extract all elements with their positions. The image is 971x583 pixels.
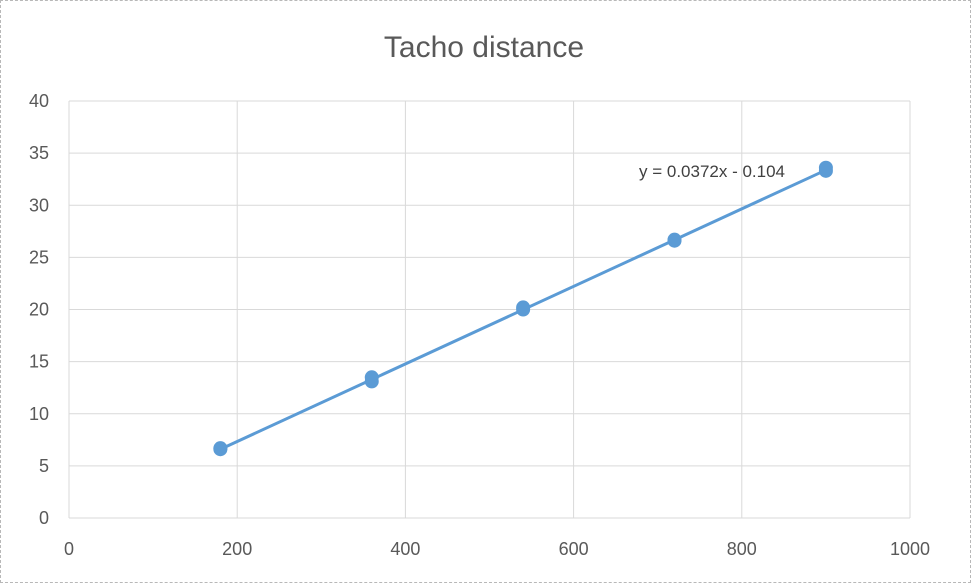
x-axis-ticks: 0 200 400 600 800 1000 [64, 539, 930, 559]
trendline-equation: y = 0.0372x - 0.104 [639, 162, 785, 181]
y-tick-label: 0 [39, 508, 49, 528]
x-tick-label: 400 [390, 539, 420, 559]
chart-title: Tacho distance [384, 31, 584, 64]
x-tick-label: 1000 [890, 539, 930, 559]
y-tick-label: 5 [39, 456, 49, 476]
data-point [516, 300, 531, 315]
x-tick-label: 0 [64, 539, 74, 559]
x-tick-label: 800 [727, 539, 757, 559]
y-tick-label: 40 [29, 91, 49, 111]
x-tick-label: 200 [222, 539, 252, 559]
data-points [213, 160, 833, 457]
y-axis-ticks: 0 5 10 15 20 25 30 35 40 [29, 91, 49, 528]
data-point [364, 370, 379, 385]
y-tick-label: 10 [29, 404, 49, 424]
y-tick-label: 30 [29, 195, 49, 215]
y-tick-label: 15 [29, 352, 49, 372]
data-point [213, 441, 228, 456]
data-point [667, 232, 682, 247]
y-tick-label: 25 [29, 247, 49, 267]
data-point [818, 160, 833, 175]
x-tick-label: 600 [559, 539, 589, 559]
grid-lines [68, 100, 911, 519]
y-tick-label: 35 [29, 143, 49, 163]
y-tick-label: 20 [29, 300, 49, 320]
